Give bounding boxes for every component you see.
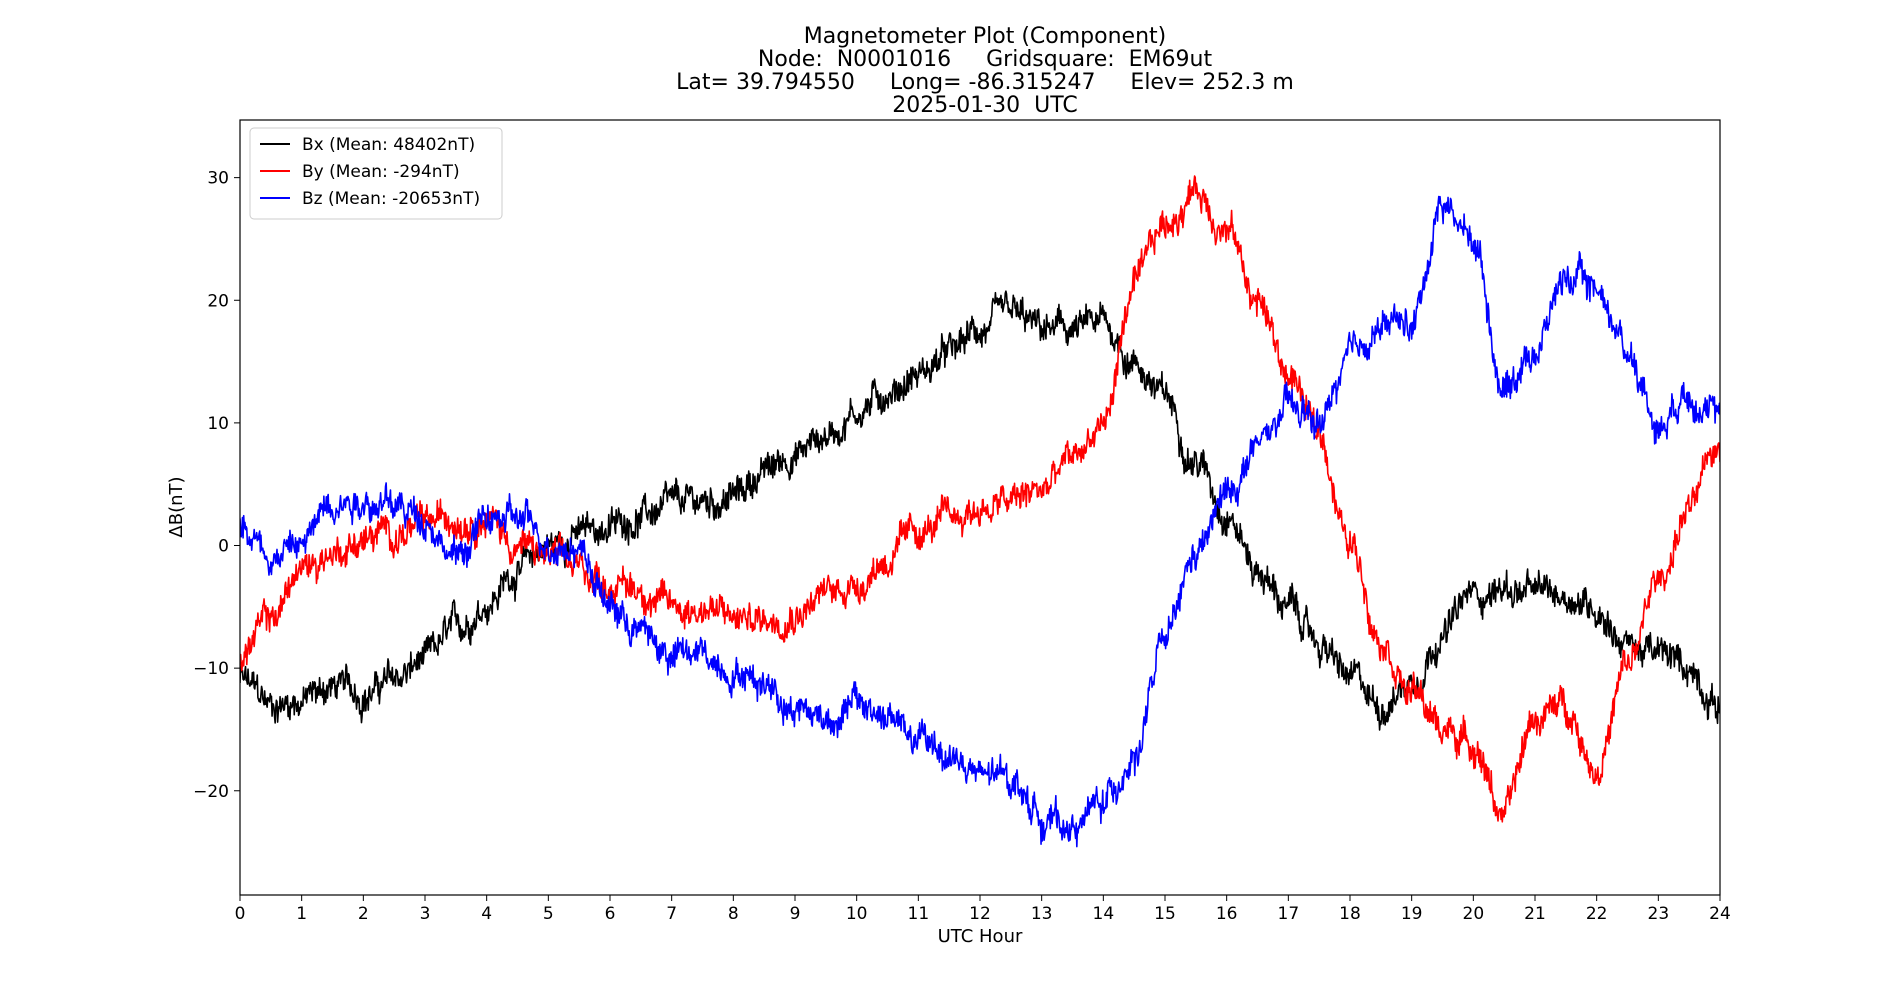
x-tick-label: 3 xyxy=(420,904,431,924)
x-tick-label: 7 xyxy=(666,904,677,924)
legend-label-bx: Bx (Mean: 48402nT) xyxy=(302,135,475,155)
x-tick-label: 23 xyxy=(1648,904,1670,924)
x-tick-label: 17 xyxy=(1278,904,1300,924)
legend-label-by: By (Mean: -294nT) xyxy=(302,162,460,182)
x-tick-label: 16 xyxy=(1216,904,1238,924)
x-tick-label: 1 xyxy=(296,904,307,924)
x-tick-label: 21 xyxy=(1524,904,1546,924)
x-tick-label: 15 xyxy=(1154,904,1176,924)
title-line-2: Node: N0001016 Gridsquare: EM69ut xyxy=(758,47,1213,72)
x-tick-label: 18 xyxy=(1339,904,1361,924)
series-line-bz xyxy=(240,195,1720,848)
x-tick-label: 4 xyxy=(481,904,492,924)
title-line-1: Magnetometer Plot (Component) xyxy=(804,24,1167,49)
x-tick-label: 0 xyxy=(235,904,246,924)
title-line-3: Lat= 39.794550 Long= -86.315247 Elev= 25… xyxy=(676,70,1294,95)
x-tick-label: 5 xyxy=(543,904,554,924)
x-tick-label: 24 xyxy=(1709,904,1731,924)
x-tick-label: 13 xyxy=(1031,904,1053,924)
x-tick-label: 20 xyxy=(1463,904,1485,924)
x-tick-label: 9 xyxy=(790,904,801,924)
y-tick-label: 30 xyxy=(207,169,229,189)
series-layer xyxy=(240,175,1720,848)
x-axis-label: UTC Hour xyxy=(938,926,1023,947)
y-tick-label: 0 xyxy=(218,537,229,557)
x-tick-label: 14 xyxy=(1093,904,1115,924)
y-tick-label: 10 xyxy=(207,414,229,434)
x-tick-label: 8 xyxy=(728,904,739,924)
y-tick-label: −20 xyxy=(193,782,229,802)
x-tick-label: 12 xyxy=(969,904,991,924)
legend-label-bz: Bz (Mean: -20653nT) xyxy=(302,189,480,209)
x-tick-label: 22 xyxy=(1586,904,1608,924)
y-axis-label: ΔB(nT) xyxy=(166,476,187,537)
chart-title: Magnetometer Plot (Component) Node: N000… xyxy=(676,24,1294,118)
y-axis: −20 −10 0 10 20 30 xyxy=(193,169,240,802)
series-line-bx xyxy=(240,290,1720,731)
legend: Bx (Mean: 48402nT) By (Mean: -294nT) Bz (M… xyxy=(249,127,503,220)
x-tick-label: 10 xyxy=(846,904,868,924)
x-tick-label: 2 xyxy=(358,904,369,924)
title-line-4: 2025-01-30 UTC xyxy=(892,93,1077,118)
x-tick-label: 19 xyxy=(1401,904,1423,924)
x-tick-label: 11 xyxy=(908,904,930,924)
x-axis: 0 1 2 3 4 5 6 7 8 9 10 11 12 13 14 15 16 17 18 19 20 21 22 23 24 xyxy=(235,895,1731,924)
x-tick-label: 6 xyxy=(605,904,616,924)
y-tick-label: −10 xyxy=(193,659,229,679)
y-tick-label: 20 xyxy=(207,291,229,311)
legend-box xyxy=(249,127,503,220)
